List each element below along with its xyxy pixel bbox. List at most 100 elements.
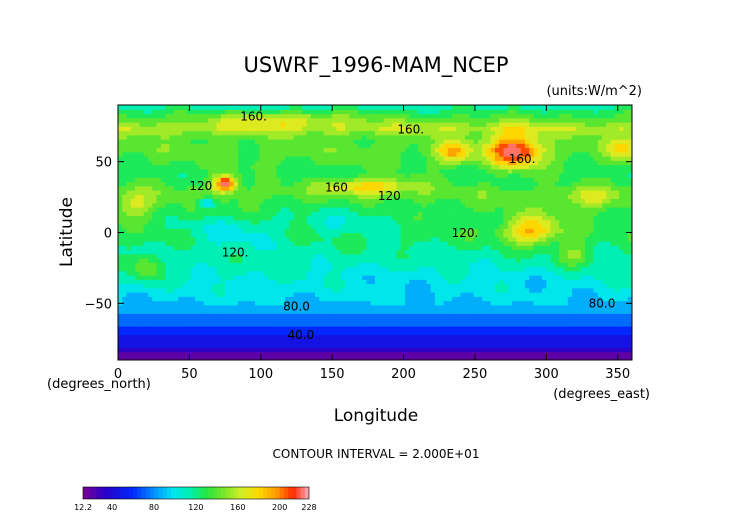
heatmap-cell [147, 326, 153, 331]
heatmap-cell [216, 343, 222, 348]
heatmap-cell [310, 236, 316, 242]
heatmap-cell [250, 215, 256, 221]
heatmap-cell [139, 232, 145, 238]
heatmap-cell [614, 258, 620, 263]
heatmap-cell [263, 215, 269, 221]
heatmap-cell [576, 347, 582, 353]
heatmap-cell [220, 253, 226, 259]
heatmap-cell [340, 296, 346, 302]
heatmap-cell [315, 275, 320, 280]
heatmap-cell [353, 266, 359, 272]
heatmap-cell [177, 266, 183, 272]
heatmap-cell [242, 258, 248, 263]
heatmap-cell [452, 202, 457, 208]
heatmap-cell [126, 338, 132, 344]
heatmap-cell [160, 262, 166, 268]
heatmap-cell [135, 202, 141, 208]
heatmap-cell [499, 313, 505, 319]
heatmap-cell [190, 262, 196, 268]
heatmap-cell [310, 258, 316, 263]
heatmap-cell [203, 275, 209, 280]
heatmap-cell [126, 283, 132, 289]
heatmap-cell [336, 224, 342, 229]
heatmap-cell [512, 202, 517, 208]
heatmap-cell [456, 228, 462, 234]
heatmap-cell [126, 313, 132, 319]
heatmap-cell [623, 224, 629, 229]
heatmap-cell [122, 185, 128, 191]
heatmap-cell [118, 347, 123, 353]
heatmap-cell [263, 304, 269, 310]
heatmap-cell [229, 190, 235, 195]
heatmap-cell [199, 249, 205, 255]
heatmap-cell [229, 194, 235, 200]
heatmap-cell [122, 241, 128, 246]
heatmap-cell [139, 245, 145, 251]
heatmap-cell [237, 334, 243, 340]
heatmap-cell [272, 317, 278, 323]
heatmap-cell [396, 304, 402, 310]
heatmap-cell [576, 262, 582, 268]
heatmap-cell [272, 287, 278, 293]
heatmap-cell [207, 270, 213, 276]
heatmap-cell [584, 245, 590, 251]
heatmap-cell [460, 317, 466, 323]
heatmap-cell [542, 292, 547, 297]
heatmap-cell [516, 292, 522, 297]
heatmap-cell [623, 258, 629, 263]
heatmap-cell [550, 330, 556, 336]
heatmap-cell [520, 347, 526, 353]
heatmap-cell [250, 326, 256, 331]
heatmap-cell [336, 317, 342, 323]
heatmap-cell [242, 249, 248, 255]
heatmap-cell [503, 224, 509, 229]
heatmap-cell [614, 253, 620, 259]
heatmap-cell [417, 317, 423, 323]
heatmap-cell [199, 181, 205, 187]
heatmap-cell [285, 351, 290, 357]
heatmap-cell [289, 317, 295, 323]
heatmap-cell [430, 236, 436, 242]
heatmap-cell [593, 215, 599, 221]
heatmap-cell [370, 326, 376, 331]
heatmap-cell [362, 270, 368, 276]
heatmap-cell [473, 215, 479, 221]
heatmap-cell [336, 219, 342, 225]
heatmap-cell [306, 207, 312, 212]
heatmap-cell [139, 317, 145, 323]
heatmap-cell [477, 279, 483, 285]
heatmap-cell [357, 355, 363, 360]
heatmap-cell [118, 236, 123, 242]
heatmap-cell [383, 236, 389, 242]
heatmap-cell [156, 211, 162, 217]
heatmap-cell [614, 292, 620, 297]
heatmap-cell [503, 219, 509, 225]
heatmap-cell [276, 258, 282, 263]
heatmap-cell [512, 355, 517, 360]
heatmap-cell [186, 228, 192, 234]
heatmap-cell [469, 202, 475, 208]
heatmap-cell [447, 313, 453, 319]
heatmap-cell [623, 266, 629, 272]
heatmap-cell [434, 283, 440, 289]
heatmap-cell [434, 296, 440, 302]
heatmap-cell [118, 275, 123, 280]
heatmap-cell [289, 266, 295, 272]
heatmap-cell [216, 292, 222, 297]
heatmap-cell [315, 198, 320, 204]
heatmap-cell [280, 300, 286, 306]
heatmap-cell [627, 270, 632, 276]
heatmap-cell [589, 241, 595, 246]
heatmap-cell [426, 198, 432, 204]
heatmap-cell [452, 258, 457, 263]
heatmap-cell [302, 270, 308, 276]
heatmap-cell [606, 207, 612, 212]
heatmap-cell [289, 249, 295, 255]
heatmap-cell [400, 326, 406, 331]
heatmap-cell [130, 287, 136, 293]
heatmap-cell [443, 326, 449, 331]
heatmap-cell [379, 211, 385, 217]
heatmap-cell [190, 334, 196, 340]
heatmap-cell [469, 292, 475, 297]
heatmap-cell [584, 270, 590, 276]
